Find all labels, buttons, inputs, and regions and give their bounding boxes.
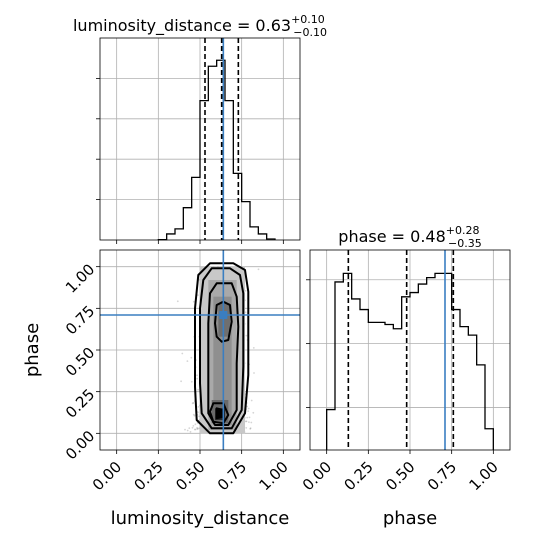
jd-sample-point <box>189 431 192 433</box>
jd-sample-point <box>244 289 247 292</box>
jd-sample-point <box>246 405 249 408</box>
ld-quantile-lines <box>204 38 240 240</box>
jd-xtick-label-3: 0.75 <box>214 458 250 494</box>
ld-histogram-ticks <box>96 78 284 244</box>
jd-sample-point <box>188 427 191 429</box>
jd-sample-point <box>249 427 252 430</box>
jd-sample-point <box>249 428 252 430</box>
phase-title-sub: −0.35 <box>448 237 482 250</box>
phase-histogram-panel: 0.00 0.25 0.50 0.75 1.00 phase = 0.48+0.28 −0… <box>299 224 511 529</box>
jd-sample-point <box>245 420 248 423</box>
jd-sample-point <box>244 311 247 314</box>
jd-sample-point <box>186 429 189 432</box>
phase-quantile-lines <box>347 250 455 450</box>
jd-sample-point <box>252 347 255 349</box>
jd-sample-point <box>191 426 194 429</box>
phase-title-sup: +0.28 <box>446 224 480 237</box>
jd-sample-point <box>250 421 253 424</box>
jd-sample-point <box>196 426 199 429</box>
joint-density-panel: 0.000.000.250.250.500.500.750.751.001.00… <box>22 249 301 529</box>
jd-sample-point <box>197 294 199 296</box>
y-axis-label-phase: phase <box>22 323 43 377</box>
phase-xtick-label-2: 0.50 <box>382 458 418 494</box>
phase-histogram-grid <box>310 250 510 450</box>
phase-histogram-step <box>326 272 494 450</box>
jd-ytick-label-3: 0.75 <box>62 302 98 338</box>
jd-sample-point <box>247 407 250 410</box>
jd-sample-point <box>196 374 198 377</box>
jd-sample-point <box>193 414 196 417</box>
jd-sample-point <box>181 352 184 355</box>
x-axis-label-luminosity-distance: luminosity_distance <box>111 508 290 529</box>
jd-sample-point <box>197 411 199 414</box>
ld-title-main: luminosity_distance = 0.63 <box>73 16 291 36</box>
jd-sample-point <box>192 300 195 303</box>
phase-histogram-ticks: 0.00 0.25 0.50 0.75 1.00 <box>299 279 502 494</box>
jd-sample-point <box>193 428 196 431</box>
ld-histogram-grid <box>100 38 300 240</box>
jd-sample-point <box>184 428 186 431</box>
jd-sample-point <box>192 413 195 416</box>
phase-xtick-label-1: 0.25 <box>341 458 377 494</box>
jd-sample-point <box>198 415 200 418</box>
jd-ytick-label-1: 0.25 <box>62 385 98 421</box>
jd-contour-0 <box>194 262 250 435</box>
jd-sample-point <box>252 411 255 414</box>
jd-sample-point <box>245 427 248 429</box>
jd-ytick-label-2: 0.50 <box>62 344 98 380</box>
jd-sample-point <box>196 377 199 380</box>
jd-sample-point <box>247 410 250 412</box>
jd-sample-point <box>180 380 183 383</box>
jd-density-cell-4 <box>218 303 230 337</box>
phase-xtick-label-3: 0.75 <box>424 458 460 494</box>
ld-title-sup: +0.10 <box>291 13 325 26</box>
jd-sample-point <box>192 425 195 427</box>
jd-sample-point <box>197 388 200 391</box>
jd-sample-point <box>257 268 260 271</box>
jd-truth-marker <box>219 311 228 319</box>
ld-title-sub: −0.10 <box>293 26 327 39</box>
jd-sample-point <box>190 380 193 383</box>
jd-sample-point <box>246 416 249 419</box>
jd-sample-point <box>196 428 199 430</box>
jd-xtick-label-1: 0.25 <box>131 458 167 494</box>
ld-histogram-step <box>157 59 276 241</box>
jd-sample-point <box>197 406 200 408</box>
phase-title: phase = 0.48+0.28 −0.35 <box>338 224 481 250</box>
jd-ytick-label-4: 1.00 <box>62 260 98 296</box>
phase-title-main: phase = 0.48 <box>338 227 445 246</box>
jd-contour-4 <box>215 407 225 420</box>
jd-xtick-label-0: 0.00 <box>89 458 125 494</box>
jd-contour-2 <box>207 282 240 426</box>
ld-title: luminosity_distance = 0.63+0.10 −0.10 <box>73 13 327 39</box>
jd-ytick-label-0: 0.00 <box>62 427 98 463</box>
jd-sample-point <box>186 360 189 362</box>
jd-sample-point <box>248 416 251 419</box>
jd-sample-point <box>176 300 179 303</box>
jd-sample-point <box>244 420 247 423</box>
jd-xtick-label-2: 0.50 <box>172 458 208 494</box>
joint-density-ticks: 0.000.000.250.250.500.500.750.751.001.00 <box>62 260 292 494</box>
jd-sample-point <box>253 372 255 374</box>
phase-xtick-label-0: 0.00 <box>299 458 335 494</box>
phase-xtick-label-4: 1.00 <box>466 458 502 494</box>
jd-sample-point <box>191 402 194 405</box>
joint-density-truth-lines <box>100 250 300 450</box>
jd-sample-point <box>190 356 193 359</box>
jd-sample-point <box>250 399 253 402</box>
jd-sample-point <box>245 334 248 337</box>
x-axis-label-phase: phase <box>383 508 437 529</box>
jd-sample-point <box>194 423 197 426</box>
jd-contour-1 <box>199 267 245 430</box>
jd-sample-point <box>196 427 199 430</box>
luminosity-distance-histogram-panel: luminosity_distance = 0.63+0.10 −0.10 <box>73 13 327 244</box>
jd-sample-point <box>194 428 197 431</box>
jd-sample-point <box>248 421 250 423</box>
jd-xtick-label-4: 1.00 <box>256 458 292 494</box>
jd-sample-point <box>198 427 200 430</box>
jd-sample-point <box>192 402 195 404</box>
